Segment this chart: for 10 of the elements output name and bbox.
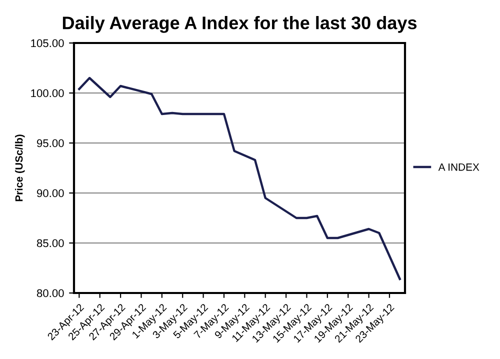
y-tick-label: 90.00: [36, 189, 64, 198]
y-tick-label: 85.00: [36, 239, 64, 248]
line-series: [78, 76, 401, 280]
legend-label: A INDEX: [438, 164, 480, 171]
y-tick-label: 95.00: [36, 139, 64, 148]
chart-title: Daily Average A Index for the last 30 days: [62, 16, 417, 33]
y-tick-label: 100.00: [31, 89, 64, 98]
y-tick-label: 80.00: [36, 289, 64, 298]
y-tick-label: 105.00: [31, 39, 64, 48]
y-axis-title: Price (USc/lb): [15, 134, 25, 202]
